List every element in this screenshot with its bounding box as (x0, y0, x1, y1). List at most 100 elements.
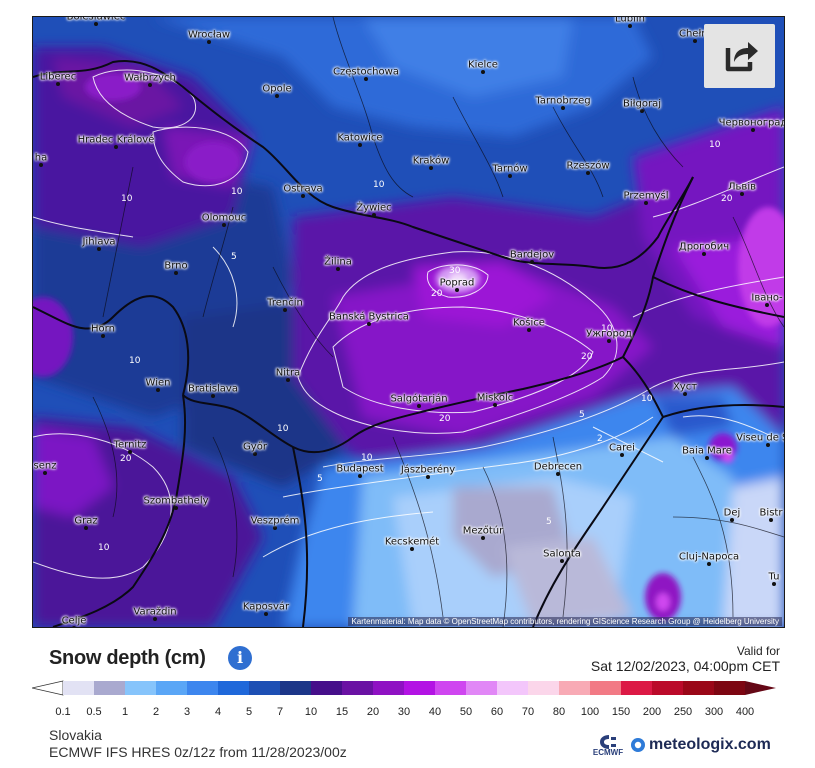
ecmwf-logo: ECMWF (588, 734, 628, 764)
city-marker (481, 536, 485, 540)
legend-tick-label: 20 (366, 706, 380, 718)
city-marker (264, 612, 268, 616)
valid-time: Sat 12/02/2023, 04:00pm CET (590, 658, 780, 674)
city-label: Carei (609, 442, 635, 454)
city-marker (101, 334, 105, 338)
city-marker (207, 40, 211, 44)
city-marker (156, 388, 160, 392)
contour-value-label: 10 (373, 180, 385, 190)
legend-tick-label: 2 (152, 706, 160, 718)
contour-value-label: 5 (317, 474, 323, 484)
contour-value-label: 10 (361, 453, 373, 463)
city-marker (367, 322, 371, 326)
model-info: ECMWF IFS HRES 0z/12z from 11/28/2023/00… (49, 744, 347, 760)
legend-tick-label: 0.5 (86, 706, 102, 718)
city-marker (114, 145, 118, 149)
legend-swatch (125, 681, 156, 695)
city-marker (94, 22, 98, 26)
city-label: Dej (723, 507, 741, 519)
city-label: Wałbrzych (124, 72, 176, 84)
legend-swatch (404, 681, 435, 695)
city-marker (174, 506, 178, 510)
legend-swatch (187, 681, 218, 695)
legend-tick-label: 5 (245, 706, 253, 718)
city-marker (730, 518, 734, 522)
share-button[interactable] (704, 24, 775, 88)
legend-swatch (63, 681, 94, 695)
city-marker (628, 24, 632, 28)
map-title: Snow depth (cm) (49, 647, 206, 669)
city-marker (43, 471, 47, 475)
city-marker (527, 328, 531, 332)
city-marker (707, 562, 711, 566)
city-marker (153, 617, 157, 621)
city-label: Bolesławiec (66, 16, 126, 23)
city-label: Nitra (275, 367, 301, 379)
city-label: Ostrava (283, 183, 323, 195)
city-label: Wrocław (187, 29, 231, 41)
city-label: Дрогобич (678, 241, 730, 253)
city-marker (417, 404, 421, 408)
contour-value-label: 2 (597, 434, 603, 444)
city-label: Івано- (751, 292, 783, 304)
city-marker (702, 252, 706, 256)
legend-tick-label: 100 (580, 706, 600, 718)
city-marker (336, 267, 340, 271)
legend-swatch (621, 681, 652, 695)
ecmwf-label: ECMWF (592, 748, 624, 757)
city-marker (253, 452, 257, 456)
city-label: Chełm (678, 28, 712, 40)
city-marker (273, 526, 277, 530)
legend-swatch (156, 681, 187, 695)
contour-value-label: 10 (231, 187, 243, 197)
legend-swatch (528, 681, 559, 695)
meteologix-logo[interactable]: meteologix.com (630, 736, 771, 754)
legend-tick-label: 15 (335, 706, 349, 718)
map[interactable]: 10 10 20 30 20 10 5 2 10 20 5 10 10 20 10 5 10 5 10 10 20 Bo… (32, 16, 785, 628)
city-label: Ужгород (586, 328, 632, 340)
city-marker (508, 174, 512, 178)
city-label: Tarnobrzeg (535, 95, 591, 107)
legend-swatch (249, 681, 280, 695)
city-marker (751, 128, 755, 132)
city-marker (530, 260, 534, 264)
city-label: Poprad (439, 277, 475, 289)
city-marker (693, 39, 697, 43)
legend-swatch (280, 681, 311, 695)
legend-tick-label: 3 (183, 706, 191, 718)
legend-tick-label: 80 (552, 706, 566, 718)
legend-min-arrow (32, 680, 64, 696)
city-marker (211, 394, 215, 398)
city-label: Bratislava (188, 383, 238, 395)
contour-value-label: 5 (231, 252, 237, 262)
region-label: Slovakia (49, 727, 102, 743)
city-label: Miskolc (476, 392, 514, 404)
city-label: ha (34, 152, 48, 164)
ecmwf-logo-icon (600, 735, 616, 749)
city-marker (769, 518, 773, 522)
city-label: Liberec (39, 71, 77, 83)
city-marker (275, 94, 279, 98)
city-label: Budapest (336, 463, 384, 475)
legend-swatch (435, 681, 466, 695)
city-label: Hradec Králové (77, 134, 155, 146)
city-marker (128, 450, 132, 454)
city-marker (560, 559, 564, 563)
legend-swatch (342, 681, 373, 695)
legend-tick-label: 40 (428, 706, 442, 718)
legend-swatch (652, 681, 683, 695)
contour-value-label: 10 (129, 356, 141, 366)
city-label: Graz (74, 515, 98, 527)
legend-tick-label: 50 (459, 706, 473, 718)
city-label: Lublin (615, 16, 645, 25)
city-label: Przemyśl (623, 190, 669, 202)
city-label: Червоноград (718, 117, 785, 129)
city-label: Banská Bystrica (329, 311, 409, 323)
info-icon[interactable]: i (228, 646, 252, 670)
legend-swatch (466, 681, 497, 695)
city-marker (364, 77, 368, 81)
city-marker (429, 166, 433, 170)
city-label: Salgótarján (390, 393, 448, 405)
valid-for-label: Valid for (736, 644, 780, 658)
legend-tick-label: 7 (276, 706, 284, 718)
